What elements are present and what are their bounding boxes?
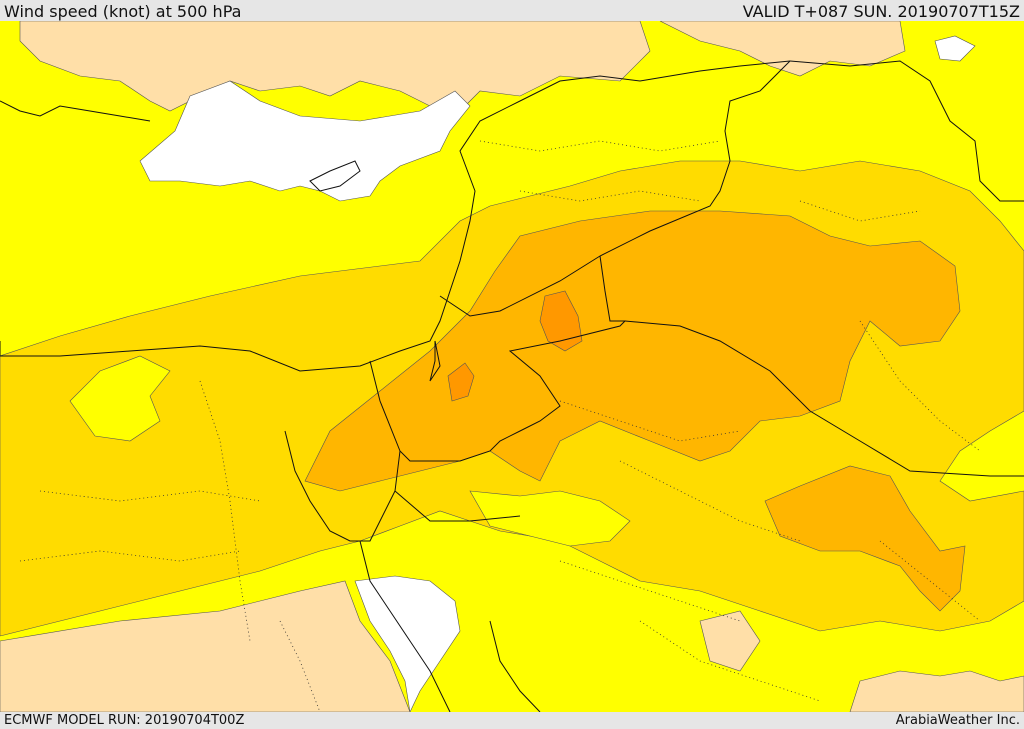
band-white-red-sea [354, 575, 461, 712]
band-yellow-pocket-west [69, 355, 171, 442]
title-bar: Wind speed (knot) at 500 hPa VALID T+087… [0, 0, 1024, 21]
map-title: Wind speed (knot) at 500 hPa [4, 2, 242, 21]
band-tan-northeast [659, 21, 906, 77]
credit: ArabiaWeather Inc. [895, 713, 1020, 728]
band-tan-east-small [699, 610, 761, 672]
band-deep-orange-1 [539, 290, 583, 352]
country-borders [0, 60, 1024, 712]
band-yellow-pocket-center [469, 490, 631, 547]
band-white-cyprus [139, 80, 471, 202]
wind-speed-map[interactable] [0, 21, 1024, 712]
footer-bar: ECMWF MODEL RUN: 20190704T00Z ArabiaWeat… [0, 712, 1024, 729]
valid-time: VALID T+087 SUN. 20190707T15Z [742, 2, 1020, 21]
band-deep-orange-2 [447, 362, 475, 402]
band-orange-main [304, 210, 961, 492]
band-tan-north [19, 21, 651, 112]
province-lines [19, 140, 981, 712]
band-orange-east [764, 465, 966, 612]
band-tan-southeast [849, 670, 1024, 712]
band-white-caucasus [934, 35, 976, 62]
model-run: ECMWF MODEL RUN: 20190704T00Z [4, 713, 245, 728]
